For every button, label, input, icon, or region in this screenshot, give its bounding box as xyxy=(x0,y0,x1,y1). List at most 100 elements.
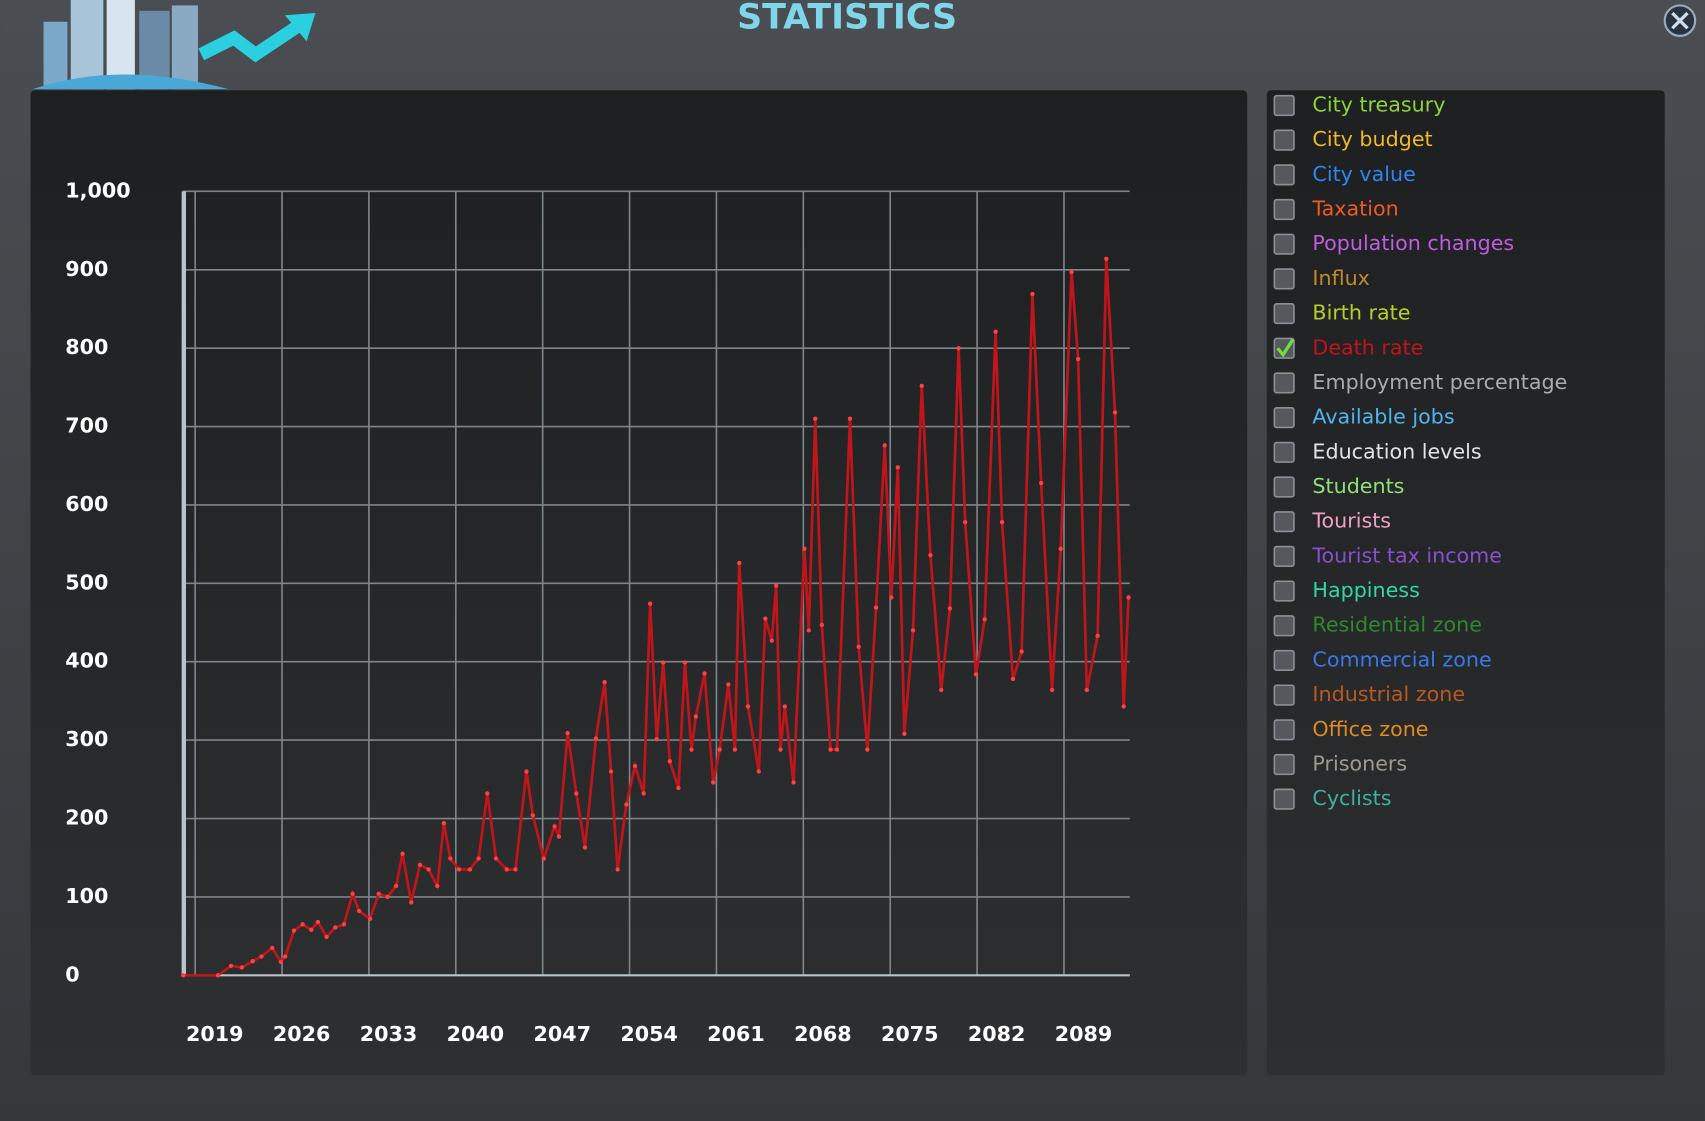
data-point xyxy=(441,821,447,826)
data-point xyxy=(552,824,557,829)
data-point xyxy=(582,845,588,850)
legend-item[interactable]: City value xyxy=(1273,162,1416,186)
legend-label[interactable]: Office zone xyxy=(1312,717,1428,741)
legend-item[interactable]: Students xyxy=(1273,474,1404,498)
checkbox[interactable] xyxy=(1273,684,1295,706)
data-point xyxy=(608,769,614,774)
legend-label[interactable]: Education levels xyxy=(1312,439,1481,463)
checkbox[interactable] xyxy=(1273,268,1295,290)
legend-label[interactable]: Happiness xyxy=(1312,578,1419,602)
checkbox[interactable] xyxy=(1273,476,1295,498)
legend-item[interactable]: Cyclists xyxy=(1273,786,1391,810)
checkbox[interactable] xyxy=(1273,441,1295,463)
legend-panel xyxy=(1266,90,1665,1076)
legend-item[interactable]: Population changes xyxy=(1273,231,1514,255)
checkbox[interactable] xyxy=(1273,545,1295,567)
data-point xyxy=(426,867,431,872)
legend-label[interactable]: Employment percentage xyxy=(1312,370,1567,394)
plot: 0 100 200 300 400 500 600 700 800 900 1,000 2019 202… xyxy=(65,178,1131,1046)
legend-label[interactable]: City budget xyxy=(1312,127,1432,151)
checkbox[interactable] xyxy=(1273,615,1295,637)
data-point xyxy=(485,791,490,796)
legend-label[interactable]: Cyclists xyxy=(1312,786,1391,810)
legend-label[interactable]: Commercial zone xyxy=(1312,647,1491,671)
checkbox[interactable] xyxy=(1273,407,1295,429)
checkbox[interactable] xyxy=(1273,372,1295,394)
x-tick-label: 2068 xyxy=(794,1022,851,1046)
legend-label[interactable]: Available jobs xyxy=(1312,405,1454,429)
data-point xyxy=(847,416,853,421)
checkbox[interactable] xyxy=(1273,753,1295,776)
data-point xyxy=(493,856,499,861)
data-point xyxy=(1030,291,1035,297)
x-tick-label: 2026 xyxy=(273,1022,330,1046)
checkbox[interactable] xyxy=(1273,164,1295,186)
checkbox[interactable] xyxy=(1273,129,1295,151)
legend-item[interactable]: Tourists xyxy=(1273,509,1391,533)
data-point xyxy=(504,867,509,872)
checkbox[interactable] xyxy=(1273,788,1295,810)
legend-label[interactable]: Death rate xyxy=(1312,335,1423,359)
legend-item[interactable]: Office zone xyxy=(1273,717,1428,741)
data-point xyxy=(1069,269,1074,275)
legend-label[interactable]: City treasury xyxy=(1312,92,1445,116)
checkbox[interactable] xyxy=(1273,719,1295,741)
x-tick-label: 2019 xyxy=(186,1022,243,1046)
legend-item[interactable]: Commercial zone xyxy=(1273,647,1492,672)
checkbox[interactable] xyxy=(1273,580,1295,602)
legend-item[interactable]: City budget xyxy=(1273,127,1433,151)
data-point xyxy=(417,862,423,867)
data-point xyxy=(409,900,414,905)
checkbox[interactable] xyxy=(1273,94,1295,117)
legend-label[interactable]: Industrial zone xyxy=(1312,682,1465,706)
data-point xyxy=(682,660,688,665)
close-button[interactable] xyxy=(1663,4,1697,37)
legend-item[interactable]: Tourist tax income xyxy=(1273,543,1502,567)
data-point xyxy=(1038,480,1044,486)
data-point xyxy=(982,617,987,622)
data-point xyxy=(963,520,968,525)
legend-label[interactable]: Influx xyxy=(1312,266,1369,290)
legend-label[interactable]: Taxation xyxy=(1311,197,1398,221)
data-point xyxy=(615,867,620,872)
legend-item[interactable]: Death rate xyxy=(1273,335,1423,359)
data-point xyxy=(828,747,833,752)
legend-item[interactable]: Residential zone xyxy=(1273,613,1482,637)
legend-label[interactable]: Population changes xyxy=(1312,231,1514,255)
legend-item[interactable]: Birth rate xyxy=(1273,301,1410,325)
checkbox[interactable] xyxy=(1273,302,1295,325)
legend-label[interactable]: City value xyxy=(1312,162,1415,186)
data-point xyxy=(1095,633,1100,639)
legend-label[interactable]: Birth rate xyxy=(1312,301,1410,325)
data-point xyxy=(956,345,961,351)
data-point xyxy=(802,546,807,552)
data-point xyxy=(641,791,646,796)
data-point xyxy=(215,973,221,978)
legend-item[interactable]: Education levels xyxy=(1273,439,1482,463)
legend-label[interactable]: Residential zone xyxy=(1312,613,1482,637)
legend-item[interactable]: Prisoners xyxy=(1273,751,1407,776)
y-tick-label: 400 xyxy=(65,649,108,673)
data-point xyxy=(300,922,305,927)
legend-item[interactable]: Available jobs xyxy=(1273,405,1455,429)
data-point xyxy=(726,682,731,687)
checkbox[interactable] xyxy=(1273,511,1295,533)
legend-label[interactable]: Tourist tax income xyxy=(1311,543,1502,567)
y-tick-label: 1,000 xyxy=(65,178,130,202)
legend-label[interactable]: Prisoners xyxy=(1312,751,1407,775)
checkbox[interactable] xyxy=(1273,649,1295,672)
legend-label[interactable]: Tourists xyxy=(1311,509,1391,533)
legend-item[interactable]: Happiness xyxy=(1273,578,1420,602)
data-point xyxy=(654,737,659,742)
data-point xyxy=(769,638,774,643)
legend-label[interactable]: Students xyxy=(1312,474,1404,498)
legend-item[interactable]: Influx xyxy=(1273,266,1370,290)
data-point xyxy=(647,601,653,606)
legend-item[interactable]: City treasury xyxy=(1273,92,1445,117)
legend-item[interactable]: Employment percentage xyxy=(1273,370,1567,394)
checkbox[interactable] xyxy=(1273,233,1295,255)
legend-item[interactable]: Taxation xyxy=(1273,197,1399,221)
checkbox[interactable] xyxy=(1273,198,1295,221)
legend-item[interactable]: Industrial zone xyxy=(1273,682,1465,706)
data-point xyxy=(1121,704,1126,709)
